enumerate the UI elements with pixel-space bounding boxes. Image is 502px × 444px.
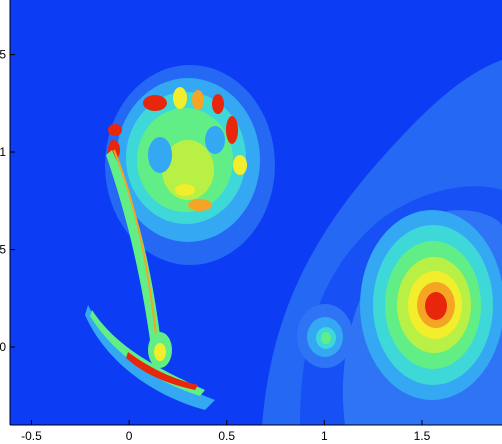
x-tick-label: 1 [321,429,328,443]
level [192,90,204,110]
x-tick-label: -0.5 [21,429,42,443]
level [188,199,212,211]
x-tick-label: 1.5 [414,429,431,443]
y-tick-label: 0.5 [0,243,6,257]
y-tick-label: 1.5 [0,48,6,62]
level [148,137,172,173]
page: -0.500.511.500.511.5 (() => { const data… [0,0,502,444]
level [173,87,187,109]
x-tick-label: 0.5 [218,429,235,443]
level [175,184,195,196]
level [205,126,225,154]
level [212,94,224,114]
level [108,124,122,136]
contour-field [10,0,502,425]
x-tick-label: 0 [126,429,133,443]
level [226,116,238,144]
y-tick-label: 0 [0,340,6,354]
level [425,292,447,320]
level [233,155,247,175]
level [143,95,167,111]
chart: -0.5 0 0.5 1 1.5 0 0.5 1 1.5 [0,0,502,444]
level [154,343,166,361]
y-tick-label: 1 [0,145,6,159]
level [321,332,331,344]
